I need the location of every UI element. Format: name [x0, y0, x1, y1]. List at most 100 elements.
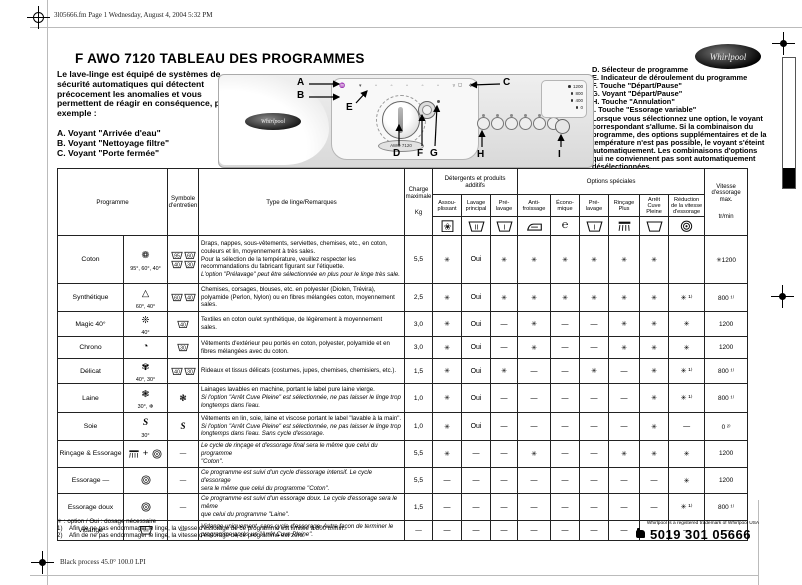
cell-reduction-vitesse: ✳ — [668, 440, 706, 468]
cell-reduction-vitesse — [668, 235, 706, 284]
cell-charge: 5,5 — [404, 440, 434, 468]
cell-economique: — — [550, 493, 581, 522]
care-symbols: — — [167, 440, 200, 468]
cell-economique: ✳ — [550, 235, 581, 284]
delicate-icon: ✾ — [141, 361, 150, 373]
cell-prelavage-detergent: — — [490, 383, 519, 413]
programme-table: Programme Symbole d'entretien Type de li… — [56, 168, 749, 542]
rinse-icon — [127, 449, 141, 459]
cell-assouplissant: ✳ — [432, 283, 463, 312]
col-header-economique: Écono- mique — [550, 194, 581, 217]
cell-prelavage-option: — — [579, 520, 610, 542]
cell-economique: — — [550, 311, 581, 337]
whirlpool-logo-small: Whirlpool — [245, 113, 301, 130]
cell-reduction-vitesse: — — [668, 520, 706, 542]
col-header-programme: Programme — [56, 168, 169, 236]
spin-soft-icon — [139, 502, 153, 512]
magic-icon: ❊ — [141, 314, 150, 326]
spin-speed-item: 400 — [545, 97, 583, 104]
cell-vitesse-essorage: 1200 — [704, 466, 749, 495]
calibration-bar — [782, 57, 796, 189]
cell-prelavage-option: — — [579, 493, 610, 522]
chrono-icon: ◔ — [142, 341, 149, 353]
callout-letter-c: C — [503, 77, 511, 88]
rinse-hold-icon — [639, 216, 670, 236]
cell-reduction-vitesse: ✳ ¹⁾ — [668, 283, 706, 312]
cell-prelavage-option: — — [579, 412, 610, 441]
cell-assouplissant: ✳ — [432, 235, 463, 284]
registration-mark-icon — [772, 32, 795, 55]
cell-rincage-plus: — — [608, 466, 641, 495]
care-symbols: — — [167, 493, 200, 522]
main-wash-icon: II — [461, 216, 492, 236]
left-trim-line — [47, 0, 48, 585]
cell-charge: 1,0 — [404, 412, 434, 441]
col-header-reduction-vitesse: Réduction de la vitesse d'essorage — [668, 194, 706, 217]
footnote-text: Afin de ne pas endommager le linge, la v… — [69, 525, 345, 532]
care-symbols: 40 30 — [167, 358, 200, 384]
legend-item-g: G. Voyant "Départ/Pause" — [592, 88, 683, 98]
cell-vitesse-essorage: 800 ¹⁾ — [704, 283, 749, 312]
legend-block: D. Sélecteur de programme E. Indicateur … — [592, 66, 802, 171]
door-locked-icon: ◻ — [458, 82, 463, 88]
cell-prelavage-detergent: — — [490, 412, 519, 441]
programme-row: Coton ❁ 95°, 60°, 40° 95 60 40 30 Draps, nappes… — [57, 235, 749, 284]
cell-rincage-plus: — — [608, 383, 641, 413]
cell-assouplissant: ✳ — [432, 311, 463, 337]
variable-spin-button — [555, 119, 570, 134]
bottom-hairline — [30, 575, 758, 576]
cell-assouplissant: ✳ — [432, 412, 463, 441]
right-trim-line — [758, 500, 759, 585]
print-symbol-icon — [636, 528, 645, 538]
cell-arret-cuve-pleine: — — [639, 466, 670, 495]
cell-anti-froissage: — — [517, 383, 552, 413]
programme-symbol: △ 60°, 40° — [122, 283, 169, 312]
wool-icon: ❃ — [179, 392, 187, 403]
temperatures: 30°, ❄ — [137, 404, 154, 410]
spin-speed-display: 1200 800 400 0 — [541, 80, 587, 118]
svg-text:30: 30 — [187, 263, 193, 269]
callout-letter-g: G — [430, 148, 438, 159]
spin-speed-item: 0 — [545, 104, 583, 111]
programme-symbol — [122, 520, 169, 542]
drain-icon — [138, 525, 153, 535]
legend-item-d: D. Sélecteur de programme — [592, 65, 689, 74]
type-remarques: Chemises, corsages, blouses, etc. en pol… — [198, 283, 406, 312]
cell-assouplissant: ✳ — [432, 383, 463, 413]
cell-prelavage-detergent: — — [490, 493, 519, 522]
cell-vitesse-essorage: 1200 — [704, 311, 749, 337]
callout-letter-i: I — [558, 149, 561, 160]
care-symbols: S — [167, 412, 200, 441]
cell-economique: — — [550, 520, 581, 542]
cell-lavage-principal: — — [461, 440, 492, 468]
cell-prelavage-option: — — [579, 466, 610, 495]
options-note: Lorsque vous sélectionnez une option, le… — [592, 114, 767, 171]
care-symbols: 95 60 40 30 — [167, 235, 200, 284]
cell-prelavage-option: — — [579, 383, 610, 413]
programme-row: Vidange — Vidange uniquement, sans cycle d… — [57, 520, 749, 542]
programme-symbol — [122, 493, 169, 522]
cell-prelavage-detergent: ✳ — [490, 235, 519, 284]
cell-anti-froissage: ✳ — [517, 283, 552, 312]
cell-anti-froissage: — — [517, 412, 552, 441]
programme-name: Essorage — — [57, 466, 124, 495]
type-remarques: Vidange uniquement, sans cycle d'essorag… — [198, 520, 406, 542]
cell-assouplissant: — — [432, 493, 463, 522]
registration-mark-icon — [31, 551, 54, 574]
callout-letter-f: F — [417, 148, 424, 159]
type-remarques: Ce programme est suivi d'un cycle d'esso… — [198, 466, 406, 495]
programme-symbol: S 30° — [122, 412, 169, 441]
cell-prelavage-option: — — [579, 311, 610, 337]
temperatures: 40°, 30° — [135, 377, 156, 383]
col-header-prelavage-detergent: Pré- lavage — [490, 194, 519, 217]
type-remarques: Rideaux et tissus délicats (costumes, ju… — [198, 358, 406, 384]
programme-symbol: ✾ 40°, 30° — [122, 358, 169, 384]
callout-letter-b: B — [297, 90, 305, 101]
programme-row: Laine ❃ 30°, ❄ ❃ Lainages lavables en machin… — [57, 383, 749, 413]
spin-icon — [139, 475, 153, 485]
cell-anti-froissage: — — [517, 358, 552, 384]
cell-economique: — — [550, 440, 581, 468]
cell-rincage-plus: ✳ — [608, 235, 641, 284]
svg-text:40: 40 — [174, 263, 180, 269]
svg-text:40: 40 — [174, 369, 180, 375]
